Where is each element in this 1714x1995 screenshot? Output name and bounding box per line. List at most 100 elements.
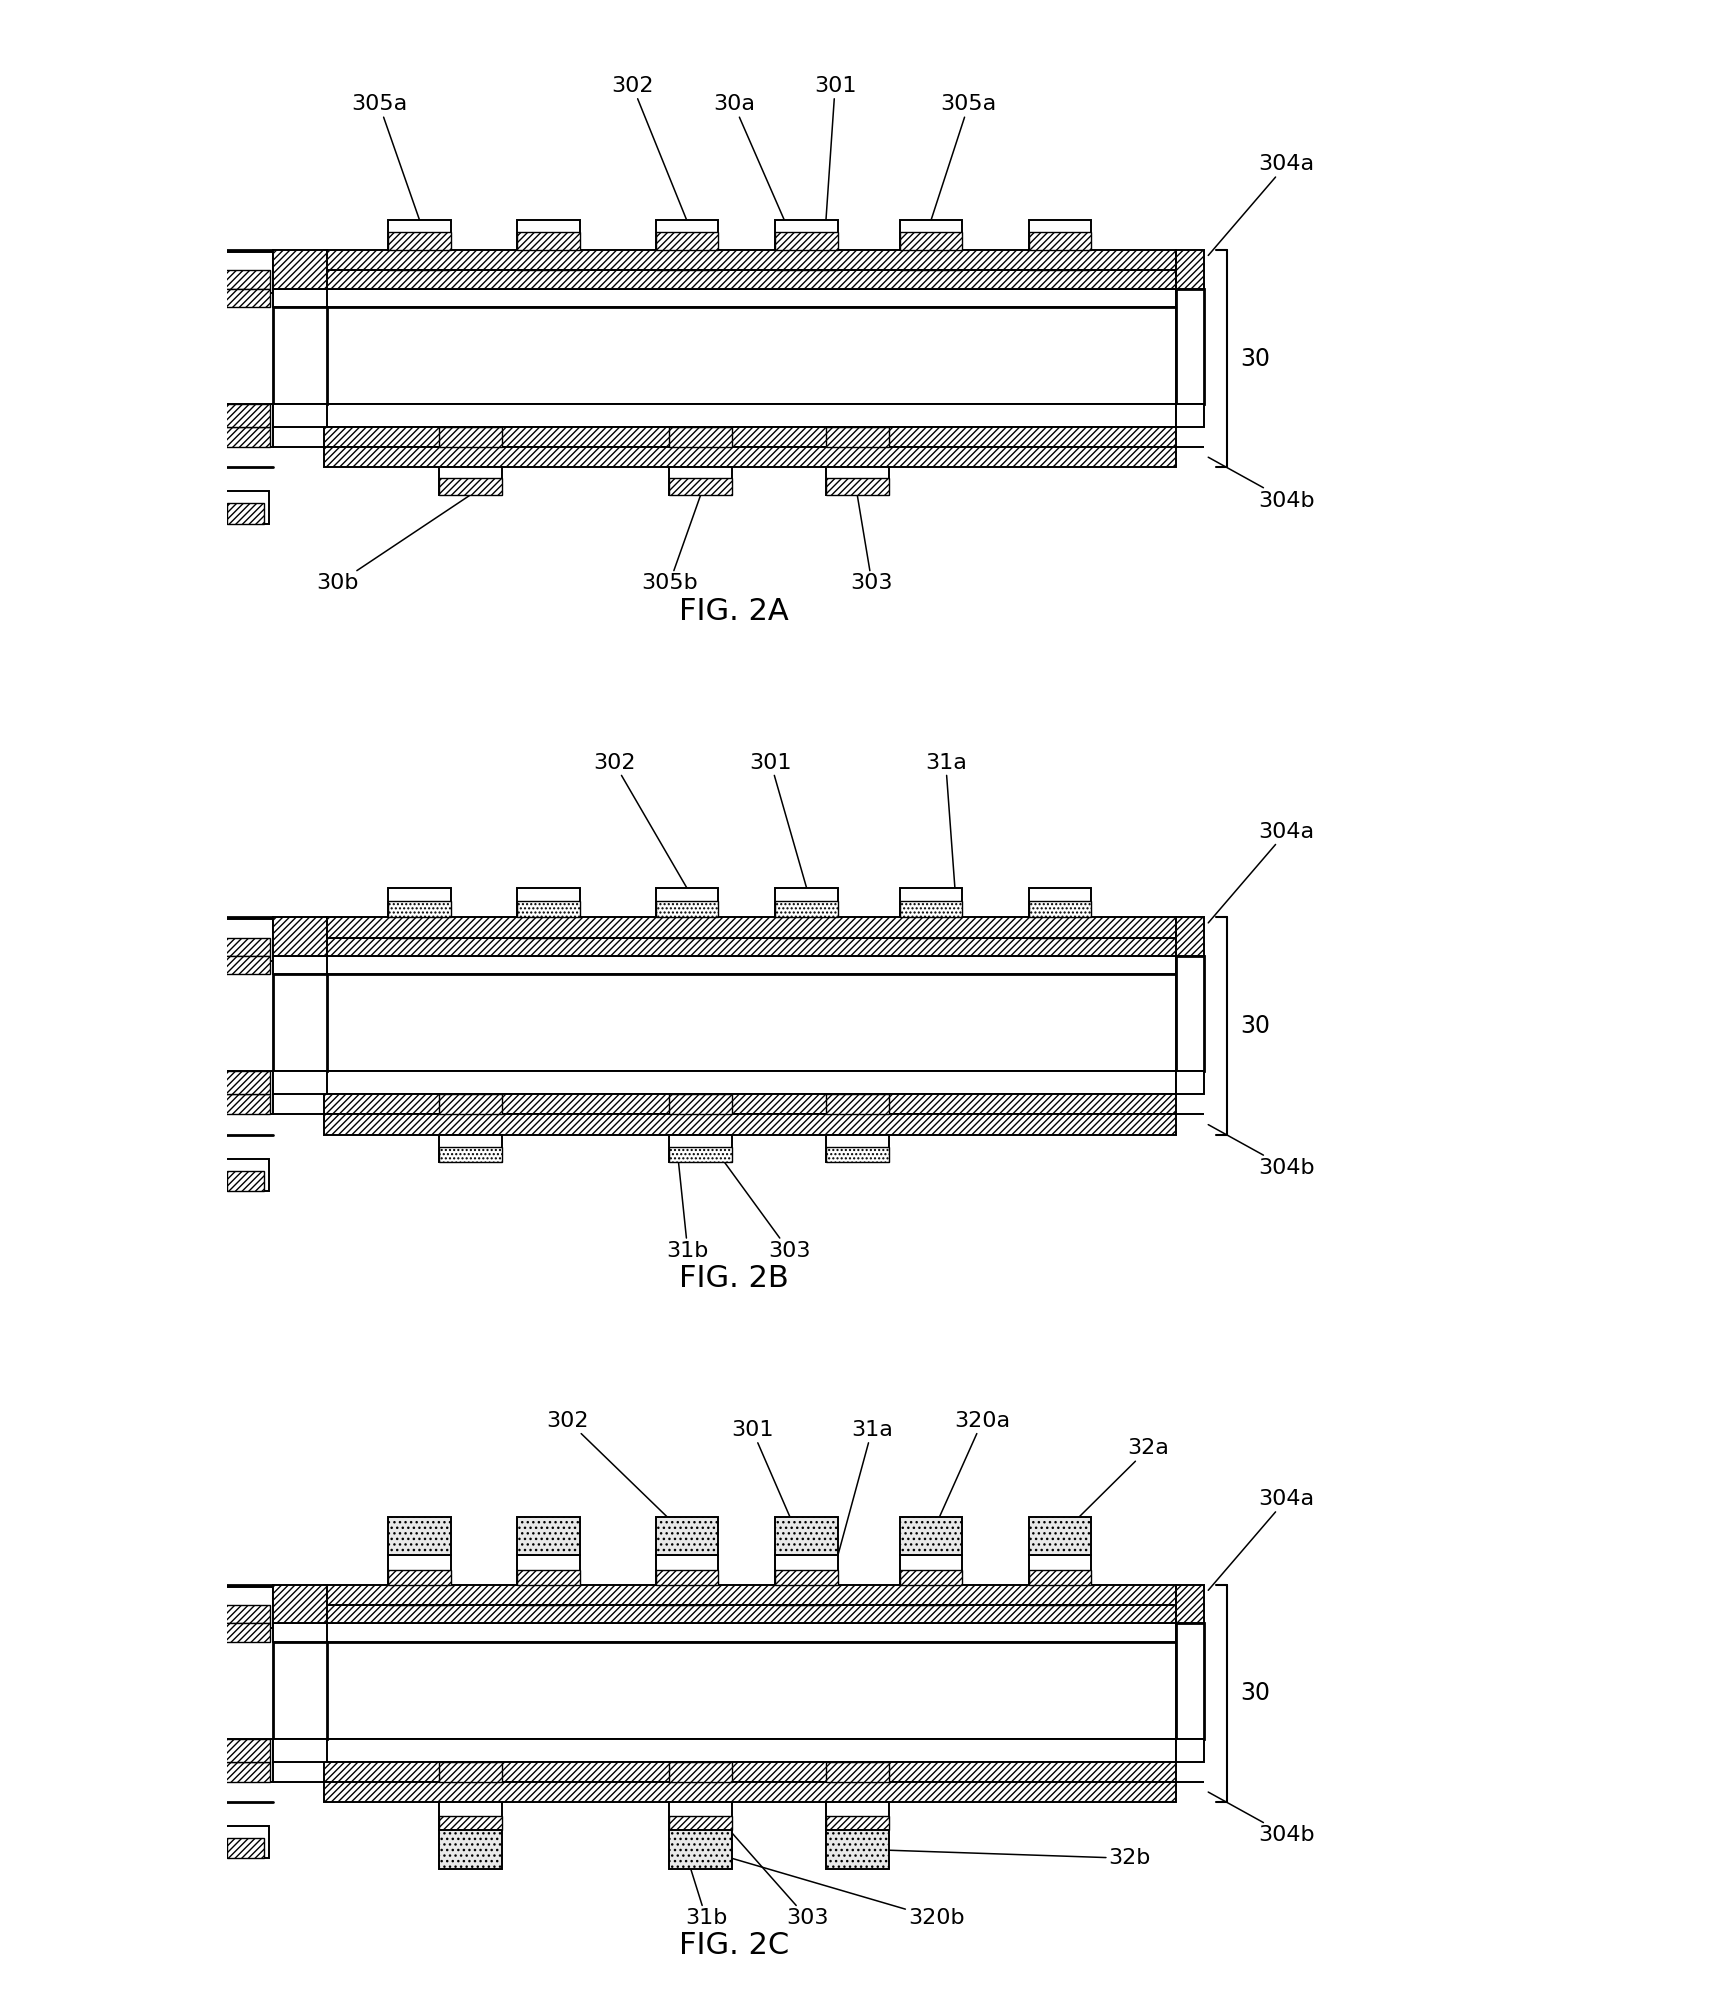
Bar	[439, 1815, 502, 1829]
Bar	[826, 1815, 888, 1829]
Bar	[324, 269, 1176, 289]
Bar	[655, 221, 718, 249]
Text: 30: 30	[1241, 1013, 1270, 1037]
Bar	[228, 503, 264, 523]
Text: 305a: 305a	[351, 94, 420, 221]
Bar	[826, 1147, 888, 1163]
Bar	[900, 888, 962, 918]
Bar	[826, 467, 888, 495]
Bar	[775, 902, 838, 918]
Bar	[225, 1762, 271, 1782]
Bar	[900, 231, 962, 249]
Bar	[273, 1642, 327, 1738]
Text: 301: 301	[814, 76, 857, 221]
Bar	[324, 918, 1176, 938]
Text: 30: 30	[1241, 1682, 1270, 1706]
Bar	[223, 1586, 273, 1628]
Bar	[775, 1556, 838, 1584]
Bar	[273, 403, 327, 427]
Bar	[225, 938, 271, 956]
Text: 304a: 304a	[1208, 1488, 1315, 1590]
Text: 304b: 304b	[1208, 457, 1315, 511]
Bar	[273, 307, 327, 403]
Text: FIG. 2C: FIG. 2C	[679, 1931, 788, 1961]
Bar	[324, 1738, 1176, 1762]
Bar	[439, 1762, 502, 1782]
Bar	[1028, 221, 1092, 249]
Bar	[223, 1738, 273, 1782]
Bar	[1028, 1516, 1092, 1556]
Bar	[389, 1556, 451, 1584]
Bar	[324, 249, 1176, 269]
Bar	[324, 1093, 1176, 1115]
Bar	[1176, 1071, 1203, 1093]
Bar	[655, 1516, 718, 1556]
Bar	[273, 956, 327, 974]
Bar	[324, 1584, 1176, 1606]
Bar	[439, 427, 502, 447]
Text: 305a: 305a	[931, 94, 998, 221]
Bar	[900, 221, 962, 249]
Bar	[389, 888, 451, 918]
Bar	[670, 467, 732, 495]
Bar	[670, 1815, 732, 1829]
Text: 301: 301	[730, 1420, 807, 1556]
Text: 302: 302	[547, 1410, 687, 1536]
Text: 32a: 32a	[1059, 1438, 1169, 1536]
Bar	[439, 1135, 502, 1163]
Text: 305b: 305b	[641, 495, 701, 593]
Bar	[1028, 1570, 1092, 1584]
Text: 30b: 30b	[317, 495, 470, 593]
Bar	[273, 1738, 327, 1762]
Bar	[900, 1570, 962, 1584]
Bar	[389, 231, 451, 249]
Bar	[1028, 888, 1092, 918]
Bar	[1176, 1738, 1203, 1762]
Bar	[324, 289, 1176, 307]
Bar	[324, 1762, 1176, 1782]
Bar	[775, 231, 838, 249]
Bar	[670, 1147, 732, 1163]
Bar	[670, 1093, 732, 1115]
Bar	[439, 1801, 502, 1829]
Bar	[1176, 1584, 1203, 1624]
Bar	[826, 1093, 888, 1115]
Text: 303: 303	[850, 495, 893, 593]
Bar	[439, 1147, 502, 1163]
Bar	[324, 1606, 1176, 1624]
Bar	[1176, 956, 1203, 1071]
Text: 32b: 32b	[857, 1849, 1152, 1869]
Bar	[826, 479, 888, 495]
Bar	[1176, 403, 1203, 427]
Text: 320b: 320b	[701, 1849, 965, 1929]
Bar	[439, 1093, 502, 1115]
Bar	[389, 1516, 451, 1556]
Text: 302: 302	[612, 76, 687, 221]
Bar	[225, 1093, 271, 1115]
Bar	[670, 1762, 732, 1782]
Text: 31b: 31b	[667, 1163, 710, 1261]
Bar	[670, 1829, 732, 1869]
Text: 31a: 31a	[838, 1420, 893, 1556]
Bar	[324, 956, 1176, 974]
Bar	[225, 1071, 271, 1093]
Bar	[324, 1071, 1176, 1093]
Bar	[518, 888, 579, 918]
Text: 304b: 304b	[1208, 1792, 1315, 1845]
Bar	[324, 1782, 1176, 1801]
Bar	[223, 491, 269, 523]
Bar	[324, 447, 1176, 467]
Bar	[273, 1624, 327, 1642]
Bar	[518, 221, 579, 249]
Bar	[225, 1624, 271, 1642]
Bar	[655, 888, 718, 918]
Bar	[324, 1115, 1176, 1135]
Bar	[228, 1171, 264, 1191]
Bar	[655, 231, 718, 249]
Bar	[223, 920, 273, 962]
Bar	[775, 1516, 838, 1556]
Bar	[775, 1570, 838, 1584]
Bar	[1176, 1624, 1203, 1738]
Bar	[518, 902, 579, 918]
Text: 31b: 31b	[679, 1829, 727, 1929]
